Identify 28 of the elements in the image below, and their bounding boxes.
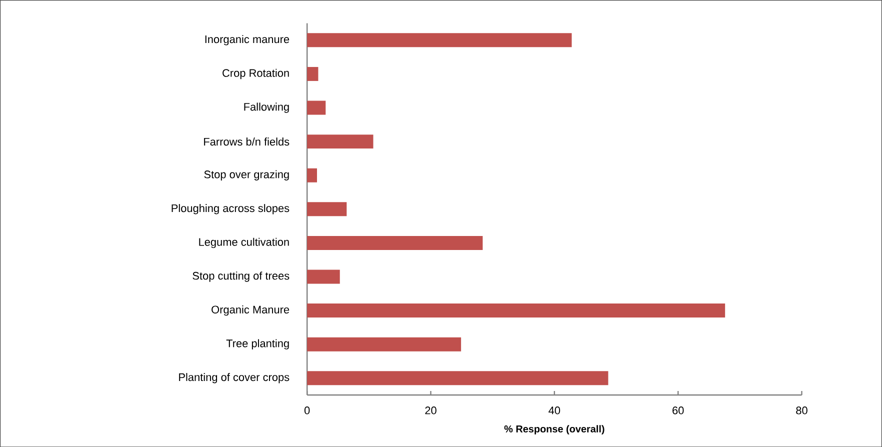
x-tick-label: 80	[796, 406, 808, 414]
bar	[307, 100, 326, 115]
bar	[307, 337, 462, 352]
bar	[307, 303, 726, 318]
bar	[307, 202, 347, 216]
x-axis-title: % Response (overall)	[504, 424, 604, 434]
y-tick-label: Legume cultivation	[199, 238, 289, 248]
y-tick-label: Inorganic manure	[205, 34, 290, 46]
bar	[307, 66, 318, 81]
y-tick-label: Stop over grazing	[204, 170, 289, 180]
x-tick-label: 20	[425, 406, 436, 414]
y-tick-label: Planting of cover crops	[179, 372, 290, 384]
bar	[307, 370, 608, 385]
bar	[307, 270, 340, 284]
x-tick-label: 40	[548, 406, 560, 414]
x-tick-label: 60	[672, 406, 684, 414]
y-tick-label: Ploughing across slopes	[172, 204, 290, 214]
y-tick-label: Fallowing	[244, 102, 289, 113]
bar	[307, 134, 374, 148]
bar	[307, 33, 572, 48]
y-tick-label: Stop cutting of trees	[192, 272, 290, 282]
bar	[307, 168, 317, 182]
y-tick-label: Organic Manure	[212, 305, 290, 316]
y-tick-label: Crop Rotation	[222, 68, 289, 79]
y-tick-label: Tree planting	[226, 339, 289, 350]
y-tick-label: Farrows b/n fields	[204, 137, 290, 146]
x-tick-label: 0	[304, 406, 310, 414]
bar	[307, 236, 483, 250]
